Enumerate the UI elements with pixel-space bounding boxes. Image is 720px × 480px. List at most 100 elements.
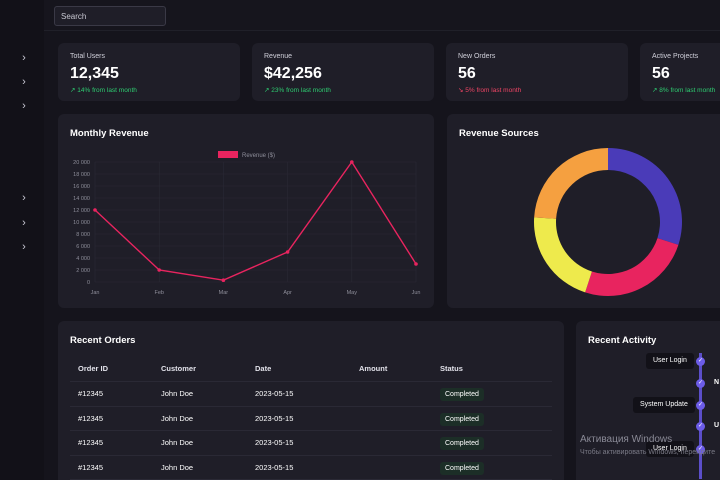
y-tick-label: 12 000: [73, 208, 90, 214]
legend-label: Revenue ($): [242, 153, 275, 159]
revenue-sources-card: Revenue Sources: [447, 114, 720, 308]
y-tick-label: 18 000: [73, 172, 90, 178]
column-header: Date: [255, 364, 272, 373]
y-tick-label: 16 000: [73, 184, 90, 190]
monthly-revenue-chart: 0 2 000 4 000 6 000 8 000 10 000 12 000 14 000 1…: [73, 151, 421, 296]
table-row[interactable]: #12345 John Doe 2023-05-15 Completed: [70, 456, 552, 480]
order-id: #12345: [78, 413, 104, 423]
order-date: 2023-05-15: [255, 389, 294, 398]
stat-value: 56: [458, 65, 476, 82]
stat-change: ↗ 8% from last month: [652, 87, 716, 94]
activity-item[interactable]: User Login: [646, 441, 694, 457]
series-line: [94, 160, 417, 281]
status-badge: Completed: [440, 412, 484, 426]
monthly-revenue-card: Monthly Revenue 0 2 000 4 000 6 000 8 000 10 …: [58, 114, 434, 308]
stat-card-new-orders: New Orders 56 ↘ 5% from last month: [446, 43, 628, 101]
stat-label: Active Projects: [652, 53, 699, 60]
top-bar: [44, 0, 720, 31]
stat-change: ↗ 14% from last month: [70, 87, 137, 94]
status-badge: Completed: [440, 461, 484, 475]
section-title: Recent Activity: [588, 335, 657, 346]
timeline-check-icon: ✓: [696, 379, 705, 388]
sidebar-expand-icon[interactable]: ›: [22, 52, 26, 64]
recent-orders-card: Recent Orders Order ID Customer Date Amo…: [58, 321, 564, 480]
y-tick-label: 6 000: [76, 244, 90, 250]
timeline-check-icon: ✓: [696, 357, 705, 366]
recent-activity-card: Recent Activity User Login ✓ ✓ N System …: [576, 321, 720, 480]
order-date: 2023-05-15: [255, 413, 294, 423]
data-point: [350, 160, 354, 164]
sidebar-expand-icon[interactable]: ›: [22, 100, 26, 112]
donut-slice: [608, 148, 682, 245]
stat-label: New Orders: [458, 53, 496, 60]
stat-change: ↗ 23% from last month: [264, 87, 331, 94]
order-id: #12345: [78, 462, 104, 472]
table-row[interactable]: #12345 John Doe 2023-05-15 Completed: [70, 407, 552, 431]
order-date: 2023-05-15: [255, 438, 294, 447]
y-tick-label: 2 000: [76, 268, 90, 274]
column-header: Customer: [161, 364, 197, 373]
sidebar-expand-icon[interactable]: ›: [22, 192, 26, 204]
table-header-row: Order ID Customer Date Amount Status: [70, 355, 552, 382]
section-title: Recent Orders: [70, 335, 136, 346]
column-header: Amount: [359, 364, 388, 373]
column-header: Status: [440, 364, 463, 373]
stat-change: ↘ 5% from last month: [458, 87, 522, 94]
table-row[interactable]: #12345 John Doe 2023-05-15 Completed: [70, 382, 552, 407]
stat-label: Total Users: [70, 53, 106, 60]
y-tick-label: 14 000: [73, 196, 90, 202]
order-date: 2023-05-15: [255, 462, 294, 472]
status-badge: Completed: [440, 437, 484, 450]
table-row[interactable]: #12345 John Doe 2023-05-15 Completed: [70, 431, 552, 456]
orders-table: Order ID Customer Date Amount Status #12…: [70, 355, 552, 480]
activity-item[interactable]: U: [714, 422, 720, 429]
column-header: Order ID: [78, 364, 109, 373]
chart-title: Monthly Revenue: [70, 128, 149, 139]
data-point: [414, 262, 418, 266]
order-customer: John Doe: [161, 438, 194, 447]
order-id: #12345: [78, 389, 104, 398]
x-tick-label: Jun: [412, 290, 421, 296]
data-point: [221, 278, 226, 282]
x-tick-label: Feb: [154, 290, 163, 296]
search-input[interactable]: [54, 6, 166, 26]
timeline-check-icon: ✓: [696, 401, 705, 410]
y-tick-label: 4 000: [76, 256, 90, 262]
activity-item[interactable]: User Login: [646, 353, 694, 369]
order-customer: John Doe: [161, 462, 194, 472]
activity-item[interactable]: System Update: [633, 397, 695, 413]
donut-slice: [585, 238, 679, 296]
y-tick-label: 20 000: [73, 160, 90, 166]
stat-card-active-projects: Active Projects 56 ↗ 8% from last month: [640, 43, 720, 101]
timeline-check-icon: ✓: [696, 422, 705, 431]
stat-label: Revenue: [264, 53, 293, 60]
revenue-sources-chart: [534, 148, 682, 296]
stat-card-total-users: Total Users 12,345 ↗ 14% from last month: [58, 43, 240, 101]
data-point: [93, 208, 97, 212]
y-tick-label: 0: [87, 280, 90, 286]
y-tick-label: 10 000: [73, 220, 90, 226]
sidebar-expand-icon[interactable]: ›: [22, 241, 26, 253]
activity-item[interactable]: N: [714, 379, 720, 386]
x-tick-label: May: [347, 290, 358, 296]
chart-title: Revenue Sources: [459, 128, 539, 139]
order-customer: John Doe: [161, 413, 194, 423]
sidebar-expand-icon[interactable]: ›: [22, 76, 26, 88]
watermark-subtitle: Чтобы активировать Windows, перейдите: [580, 449, 716, 456]
windows-activation-watermark: Активация Windows Чтобы активировать Win…: [580, 433, 715, 459]
donut-slice: [534, 217, 592, 293]
x-tick-label: Apr: [283, 290, 292, 296]
donut-slice: [534, 148, 608, 219]
data-point: [157, 268, 161, 272]
order-id: #12345: [78, 438, 104, 447]
sidebar-expand-icon[interactable]: ›: [22, 217, 26, 229]
timeline-check-icon: ✓: [696, 445, 705, 454]
watermark-title: Активация Windows: [580, 434, 673, 445]
status-badge: Completed: [440, 388, 484, 401]
x-tick-label: Mar: [219, 290, 229, 296]
order-customer: John Doe: [161, 389, 194, 398]
y-tick-label: 8 000: [76, 232, 90, 238]
stat-value: 12,345: [70, 65, 119, 82]
legend-swatch: [218, 151, 238, 158]
stat-card-revenue: Revenue $42,256 ↗ 23% from last month: [252, 43, 434, 101]
